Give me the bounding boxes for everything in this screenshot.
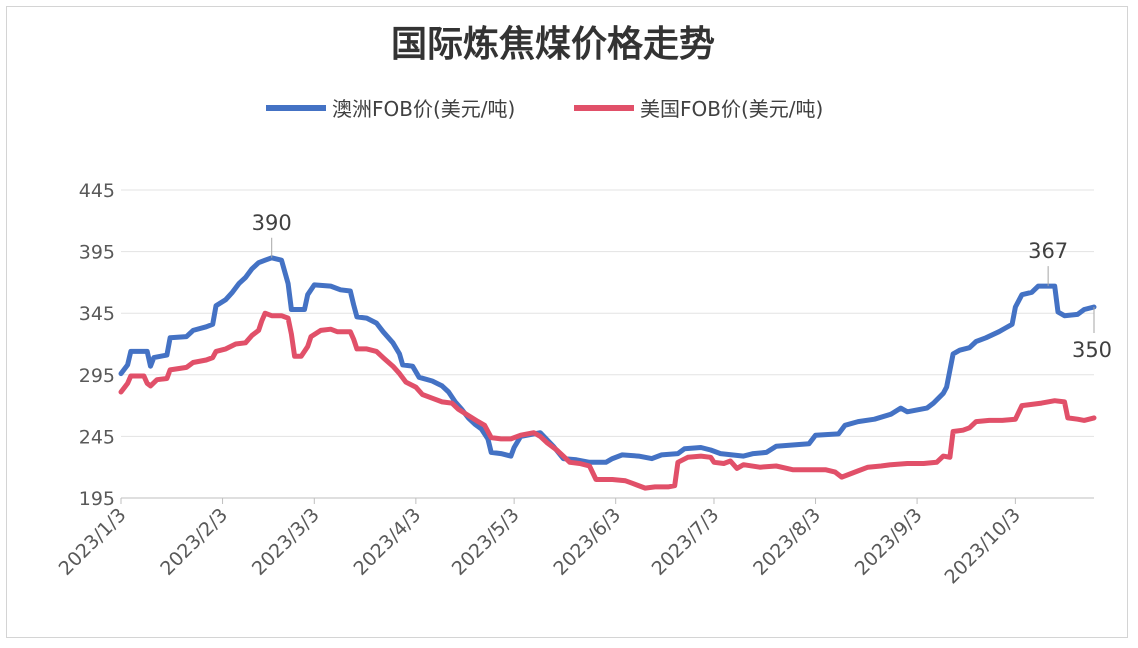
- x-tick-label: 2023/8/3: [749, 504, 825, 580]
- y-tick-label: 345: [79, 303, 115, 325]
- y-tick-label: 445: [79, 180, 115, 202]
- y-axis-ticks: 195 245 295 345 395 445: [79, 180, 115, 510]
- legend-label-australia: 澳洲FOB价(美元/吨): [332, 97, 515, 121]
- series-line-australia: [118, 255, 1097, 465]
- x-axis-ticks: 2023/1/3 2023/2/3 2023/3/3 2023/4/3 2023/5/3…: [55, 498, 1025, 588]
- x-tick-label: 2023/9/3: [851, 504, 927, 580]
- annotations: 390 367 350: [252, 211, 1112, 362]
- series-line-usa: [118, 310, 1097, 491]
- annotation-label: 390: [252, 211, 292, 235]
- x-tick-label: 2023/1/3: [55, 504, 131, 580]
- series-layer: [118, 255, 1097, 491]
- y-tick-label: 395: [79, 242, 115, 264]
- annotation-label: 350: [1072, 338, 1112, 362]
- gridlines: [121, 189, 1094, 499]
- y-tick-label: 245: [79, 426, 115, 448]
- x-tick-label: 2023/3/3: [248, 504, 324, 580]
- legend: 澳洲FOB价(美元/吨) 美国FOB价(美元/吨): [266, 97, 823, 121]
- x-tick-label: 2023/5/3: [448, 504, 524, 580]
- annotation-label: 367: [1028, 239, 1068, 263]
- legend-label-usa: 美国FOB价(美元/吨): [640, 97, 823, 121]
- x-tick-label: 2023/6/3: [549, 504, 625, 580]
- x-tick-label: 2023/4/3: [349, 504, 425, 580]
- x-tick-label: 2023/10/3: [940, 504, 1024, 588]
- x-tick-label: 2023/2/3: [156, 504, 232, 580]
- x-tick-label: 2023/7/3: [648, 504, 724, 580]
- chart-frame: [6, 6, 1128, 638]
- y-tick-label: 195: [79, 488, 115, 510]
- y-tick-label: 295: [79, 365, 115, 387]
- chart-title: 国际炼焦煤价格走势: [391, 23, 715, 65]
